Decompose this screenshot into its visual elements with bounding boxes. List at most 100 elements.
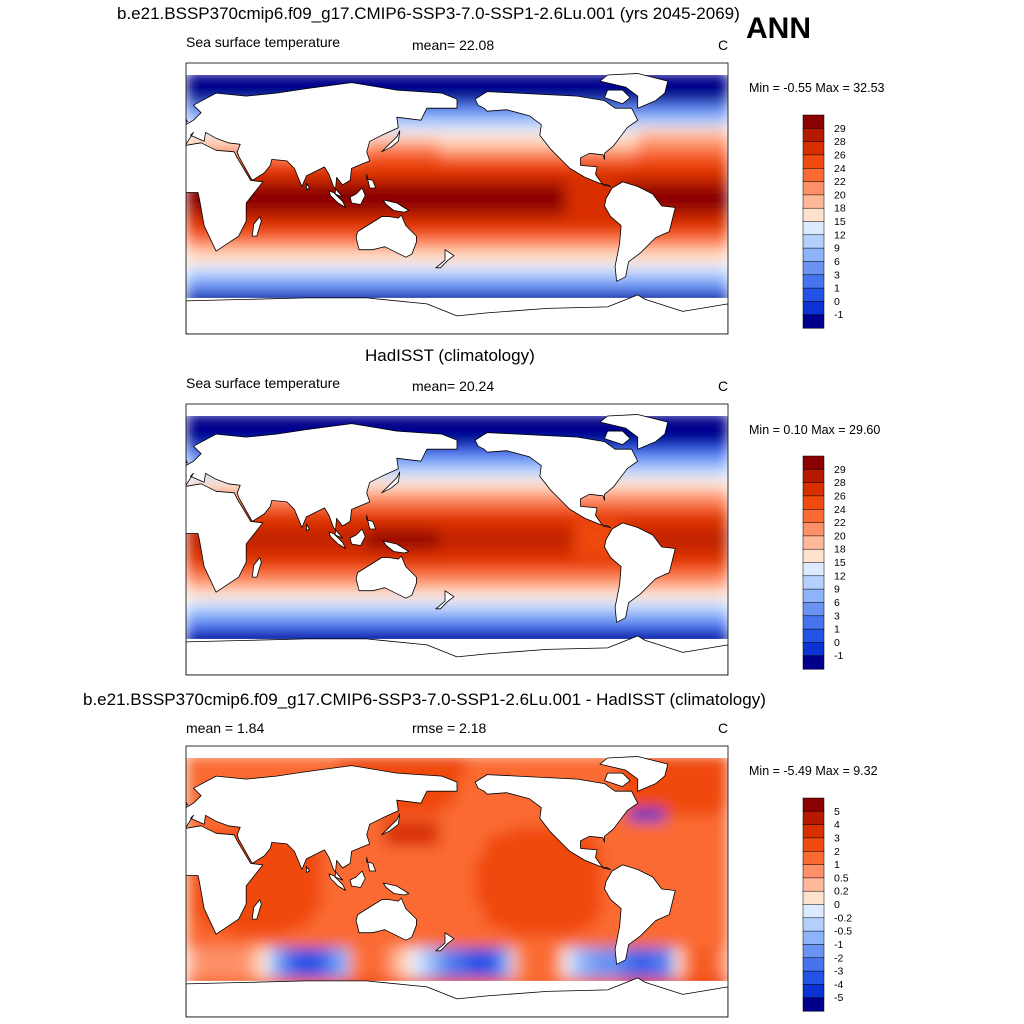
panel-3-center-label: rmse = 2.18: [412, 720, 487, 736]
land-borneo: [349, 187, 366, 205]
colorbar-swatch: [802, 602, 825, 617]
colorbar-swatch: [802, 930, 825, 945]
colorbar-tick-label: -1: [834, 650, 843, 662]
land-new-guinea: [382, 199, 410, 213]
colorbar-swatch: [802, 562, 825, 577]
colorbar-swatch: [802, 864, 825, 879]
colorbar-tick-label: 0.5: [834, 872, 849, 884]
land-baffin: [604, 772, 631, 787]
colorbar-swatch: [802, 469, 825, 484]
colorbar-tick-label: 0.2: [834, 886, 849, 898]
colorbar-tick-label: 28: [834, 477, 846, 489]
land-africa: [186, 483, 264, 593]
panel-3-left-label: mean = 1.84: [186, 720, 265, 736]
land-australia: [355, 555, 417, 599]
colorbar-swatch: [802, 824, 825, 839]
panel-1-units: C: [718, 37, 729, 53]
map-panel-2: [150, 403, 729, 676]
land-america-n: [474, 432, 639, 528]
colorbar-tick-label: 12: [834, 570, 846, 582]
colorbar-swatch: [802, 247, 825, 262]
colorbar-swatch: [802, 287, 825, 302]
land-australia: [355, 214, 417, 258]
colorbar-swatch: [802, 811, 825, 826]
colorbar-tick-label: 0: [834, 899, 840, 911]
land-eurasia: [186, 423, 458, 539]
land-sri-lanka: [305, 866, 310, 873]
land-antarctica: [186, 635, 728, 675]
land-madagascar: [251, 216, 262, 237]
colorbar-swatch: [802, 655, 825, 670]
land-baffin: [604, 89, 631, 105]
colorbar-swatch: [802, 194, 825, 209]
colorbar-swatch: [802, 575, 825, 590]
colorbar-swatch: [802, 495, 825, 510]
panel-3-minmax: Min = -5.49 Max = 9.32: [749, 764, 878, 778]
land-iceland: [150, 99, 165, 102]
colorbar-swatch: [802, 141, 825, 156]
colorbar-swatch: [802, 984, 825, 999]
land-iceland: [150, 440, 165, 443]
map-panel-3: [150, 745, 729, 1018]
colorbar-swatch: [802, 455, 825, 470]
colorbar-tick-label: 18: [834, 203, 846, 215]
colorbar-swatch: [802, 877, 825, 892]
panel-2-title: HadISST (climatology): [365, 346, 535, 365]
colorbar-swatch: [802, 957, 825, 972]
colorbar-swatch: [802, 970, 825, 985]
panel-3-title: b.e21.BSSP370cmip6.f09_g17.CMIP6-SSP3-7.…: [83, 690, 766, 709]
colorbar-tick-label: 3: [834, 610, 840, 622]
colorbar-tick-label: 9: [834, 243, 840, 255]
land-greenland: [599, 414, 669, 450]
land-greenland: [599, 73, 669, 109]
colorbar-swatch: [802, 997, 825, 1012]
colorbar-tick-label: -3: [834, 966, 843, 978]
land-america-s: [604, 181, 676, 282]
land-japan: [381, 813, 401, 836]
land-antarctica: [186, 977, 728, 1017]
colorbar-tick-label: 15: [834, 557, 846, 569]
panel-1-title: b.e21.BSSP370cmip6.f09_g17.CMIP6-SSP3-7.…: [117, 4, 740, 23]
colorbar-tick-label: 9: [834, 584, 840, 596]
colorbar-tick-label: 26: [834, 490, 846, 502]
land-australia: [355, 897, 417, 941]
land-borneo: [349, 870, 366, 888]
land-america-n: [474, 91, 639, 187]
land-new-guinea: [382, 540, 410, 554]
panel-3-units: C: [718, 720, 729, 736]
season-label: ANN: [746, 12, 811, 45]
colorbar-tick-label: -2: [834, 952, 843, 964]
land-america-n: [474, 774, 639, 870]
land-america-s: [604, 864, 676, 965]
land-japan: [381, 130, 401, 153]
panel-1-center-label: mean= 22.08: [412, 37, 495, 53]
colorbar-swatch: [802, 509, 825, 524]
colorbar-tick-label: -5: [834, 992, 843, 1004]
land-eurasia: [186, 82, 458, 198]
colorbar-swatch: [802, 234, 825, 249]
colorbar-tick-label: 29: [834, 464, 846, 476]
colorbar-tick-label: 20: [834, 530, 846, 542]
map-frame: [185, 403, 729, 676]
colorbar-swatch: [802, 837, 825, 852]
land-sumatra: [328, 531, 347, 549]
land-iceland: [150, 782, 165, 785]
land-antarctica: [186, 294, 728, 334]
colorbar-tick-label: 6: [834, 256, 840, 268]
colorbar-tick-label: 26: [834, 149, 846, 161]
colorbar-swatch: [802, 548, 825, 564]
colorbar-swatch: [802, 851, 825, 866]
colorbar-tick-label: 24: [834, 163, 846, 175]
colorbar-swatch: [802, 482, 825, 497]
colorbar-tick-label: -4: [834, 979, 843, 991]
colorbar-swatch: [802, 301, 825, 316]
colorbar-tick-label: 4: [834, 819, 840, 831]
map-panel-1: [150, 62, 729, 335]
colorbar-tick-label: 5: [834, 806, 840, 818]
land-sumatra: [328, 190, 347, 208]
colorbar-tick-label: 1: [834, 624, 840, 636]
land-sumatra: [328, 873, 347, 891]
